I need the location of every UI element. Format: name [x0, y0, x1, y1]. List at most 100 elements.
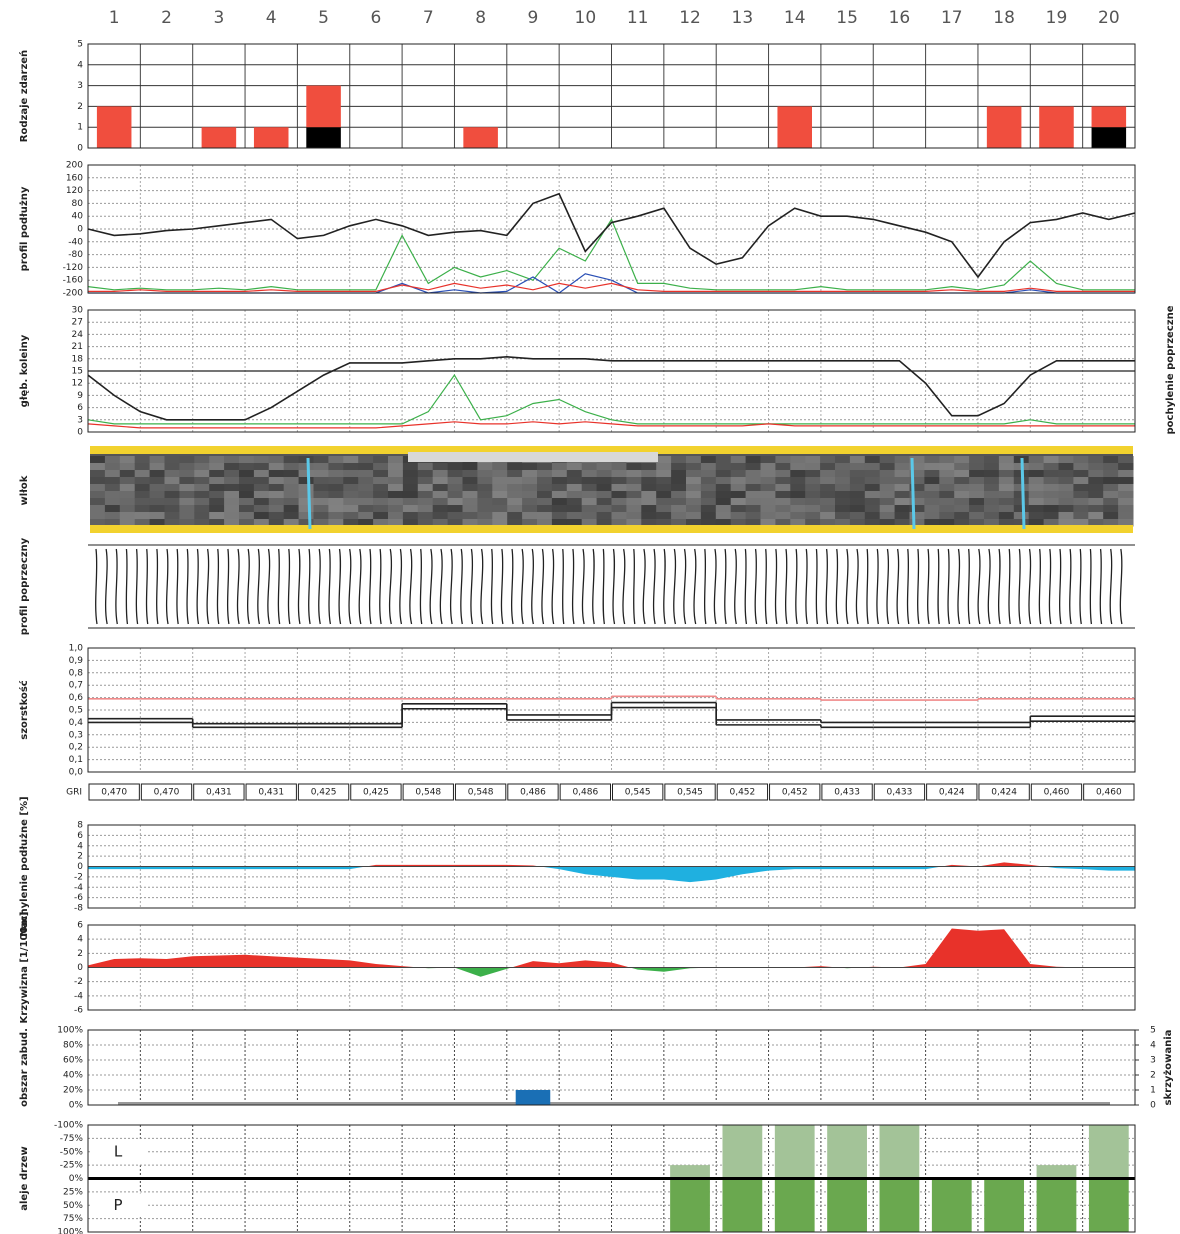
texture-cell — [582, 491, 597, 499]
texture-cell — [254, 505, 269, 513]
texture-cell — [865, 456, 880, 464]
texture-cell — [1073, 484, 1088, 492]
y-tick-label: 0,0 — [69, 768, 84, 778]
texture-cell — [671, 498, 686, 506]
texture-cell — [969, 456, 984, 464]
texture-cell — [1044, 512, 1059, 520]
y-tick-label: 2 — [77, 852, 83, 862]
texture-cell — [284, 512, 299, 520]
y-axis-label: głęb. koleiny — [19, 334, 30, 407]
texture-cell — [865, 477, 880, 485]
profile-curve — [471, 549, 473, 624]
table-value: 0,433 — [887, 788, 913, 798]
profile-curve — [319, 549, 320, 624]
texture-cell — [477, 470, 492, 478]
texture-cell — [463, 491, 478, 499]
y-tick-label: 0,2 — [69, 743, 83, 753]
profile-curve — [451, 549, 453, 624]
texture-cell — [999, 463, 1014, 471]
texture-cell — [90, 456, 105, 464]
texture-cell — [269, 505, 284, 513]
y-tick-label: -25% — [60, 1161, 84, 1171]
y-tick-label: 0,7 — [69, 681, 83, 691]
texture-cell — [656, 456, 671, 464]
texture-cell — [328, 477, 343, 485]
texture-cell — [269, 463, 284, 471]
bar — [775, 1179, 815, 1233]
texture-cell — [254, 470, 269, 478]
texture-cell — [671, 505, 686, 513]
column-label: 16 — [889, 8, 911, 28]
texture-cell — [120, 463, 135, 471]
column-label: 6 — [371, 8, 382, 28]
texture-cell — [582, 505, 597, 513]
texture-cell — [1073, 477, 1088, 485]
texture-cell — [954, 491, 969, 499]
texture-cell — [448, 498, 463, 506]
texture-cell — [716, 463, 731, 471]
y-axis-label: obszar zabud. — [19, 1028, 30, 1107]
texture-cell — [433, 491, 448, 499]
texture-cell — [105, 456, 120, 464]
texture-cell — [671, 512, 686, 520]
texture-cell — [477, 512, 492, 520]
y-tick-label: 1,0 — [69, 644, 84, 654]
texture-cell — [1073, 498, 1088, 506]
texture-cell — [790, 456, 805, 464]
texture-cell — [984, 491, 999, 499]
texture-cell — [299, 463, 314, 471]
texture-cell — [403, 477, 418, 485]
texture-cell — [343, 505, 358, 513]
profile-curve — [582, 549, 584, 624]
texture-cell — [254, 484, 269, 492]
texture-cell — [895, 512, 910, 520]
texture-cell — [343, 512, 358, 520]
texture-cell — [328, 470, 343, 478]
texture-cell — [1118, 512, 1133, 520]
texture-cell — [1073, 512, 1088, 520]
y-tick-label: 80% — [63, 1041, 83, 1051]
profile-curve — [877, 549, 878, 624]
profile-curve — [512, 549, 513, 624]
profile-curve — [440, 549, 442, 624]
profile-curve — [461, 549, 462, 624]
texture-cell — [492, 491, 507, 499]
texture-cell — [924, 470, 939, 478]
texture-cell — [537, 512, 552, 520]
texture-cell — [239, 477, 254, 485]
profile-curve — [806, 549, 807, 624]
texture-cell — [790, 491, 805, 499]
texture-cell — [969, 463, 984, 471]
texture-cell — [1088, 477, 1103, 485]
profile-curve — [248, 549, 250, 624]
texture-cell — [254, 498, 269, 506]
texture-cell — [135, 484, 150, 492]
texture-cell — [522, 505, 537, 513]
table-value: 0,425 — [311, 788, 337, 798]
texture-cell — [671, 477, 686, 485]
y-tick-label: 75% — [63, 1214, 83, 1224]
texture-cell — [492, 484, 507, 492]
column-label: 4 — [266, 8, 277, 28]
bar — [932, 1179, 972, 1233]
texture-cell — [373, 484, 388, 492]
texture-cell — [612, 470, 627, 478]
y-tick-label: 40 — [72, 212, 84, 222]
texture-cell — [701, 484, 716, 492]
y-tick-label: 6 — [77, 921, 83, 931]
texture-cell — [895, 477, 910, 485]
texture-cell — [418, 470, 433, 478]
texture-cell — [150, 512, 165, 520]
y-axis-label: szorstkość — [18, 680, 30, 740]
texture-cell — [999, 477, 1014, 485]
texture-cell — [1044, 498, 1059, 506]
texture-cell — [418, 498, 433, 506]
bar — [306, 86, 341, 128]
texture-cell — [746, 456, 761, 464]
texture-cell — [954, 463, 969, 471]
texture-cell — [1118, 477, 1133, 485]
texture-cell — [194, 484, 209, 492]
texture-cell — [910, 505, 925, 513]
profile-curve — [288, 549, 289, 624]
texture-cell — [850, 456, 865, 464]
